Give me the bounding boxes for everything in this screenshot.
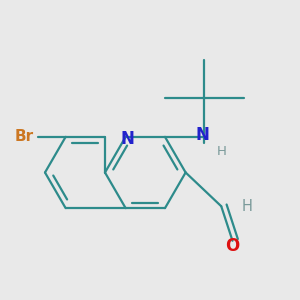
Text: Br: Br: [15, 129, 34, 144]
Text: H: H: [216, 146, 226, 158]
Text: H: H: [242, 199, 253, 214]
Text: O: O: [225, 237, 240, 255]
Text: N: N: [121, 130, 134, 148]
Text: N: N: [196, 126, 209, 144]
